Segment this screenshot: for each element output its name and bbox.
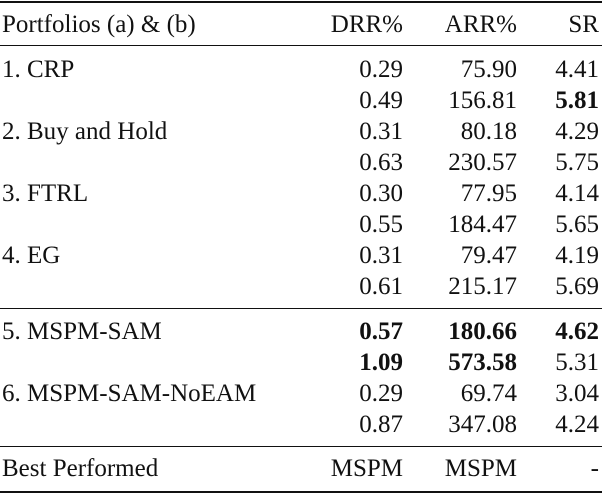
table-cell: 0.55 — [359, 211, 403, 238]
table-cell: 4.41 — [555, 56, 599, 83]
footer-cell: - — [590, 455, 599, 482]
table-cell: 573.58 — [448, 349, 517, 376]
table-cell: 80.18 — [460, 118, 517, 145]
table-cell: 215.17 — [448, 273, 517, 300]
footer-cell: Best Performed — [2, 455, 159, 482]
table-cell: 0.63 — [359, 149, 403, 176]
table-cell: 0.29 — [359, 380, 403, 407]
header-cell: ARR% — [444, 11, 517, 38]
table-cell: 5.81 — [555, 87, 599, 114]
table-cell: 2. Buy and Hold — [2, 118, 168, 145]
table-cell: 0.30 — [359, 180, 403, 207]
rule — [0, 45, 602, 46]
table-cell: 347.08 — [448, 411, 517, 438]
table-cell: 0.57 — [359, 318, 403, 345]
header-cell: SR — [568, 11, 599, 38]
table-cell: 0.31 — [359, 118, 403, 145]
header-cell: Portfolios (a) & (b) — [2, 11, 196, 38]
table-cell: 4.14 — [555, 180, 599, 207]
table-cell: 5.75 — [555, 149, 599, 176]
header-cell: DRR% — [330, 11, 403, 38]
table-cell: 0.87 — [359, 411, 403, 438]
table-cell: 5. MSPM-SAM — [2, 318, 162, 345]
table-cell: 184.47 — [448, 211, 517, 238]
table-cell: 77.95 — [460, 180, 517, 207]
table-cell: 5.65 — [555, 211, 599, 238]
table-cell: 75.90 — [460, 56, 517, 83]
table-cell: 4.62 — [555, 318, 599, 345]
table-cell: 0.29 — [359, 56, 403, 83]
table-cell: 5.31 — [555, 349, 599, 376]
footer-cell: MSPM — [444, 455, 517, 482]
table-cell: 156.81 — [448, 87, 517, 114]
table-cell: 79.47 — [460, 242, 517, 269]
rule — [0, 308, 602, 309]
table-cell: 230.57 — [448, 149, 517, 176]
table-cell: 3. FTRL — [2, 180, 89, 207]
table-cell: 5.69 — [555, 273, 599, 300]
footer-cell: MSPM — [330, 455, 403, 482]
table-cell: 0.61 — [359, 273, 403, 300]
table-cell: 69.74 — [460, 380, 517, 407]
rule — [0, 1, 602, 3]
table-cell: 4.19 — [555, 242, 599, 269]
table-cell: 4.29 — [555, 118, 599, 145]
table-cell: 180.66 — [448, 318, 517, 345]
table-cell: 0.49 — [359, 87, 403, 114]
table-cell: 4.24 — [555, 411, 599, 438]
rule — [0, 491, 602, 493]
table-cell: 1.09 — [359, 349, 403, 376]
table-cell: 0.31 — [359, 242, 403, 269]
table-cell: 6. MSPM-SAM-NoEAM — [2, 380, 257, 407]
table-cell: 4. EG — [2, 242, 61, 269]
rule — [0, 446, 602, 447]
table-cell: 1. CRP — [2, 56, 75, 83]
table-cell: 3.04 — [555, 380, 599, 407]
